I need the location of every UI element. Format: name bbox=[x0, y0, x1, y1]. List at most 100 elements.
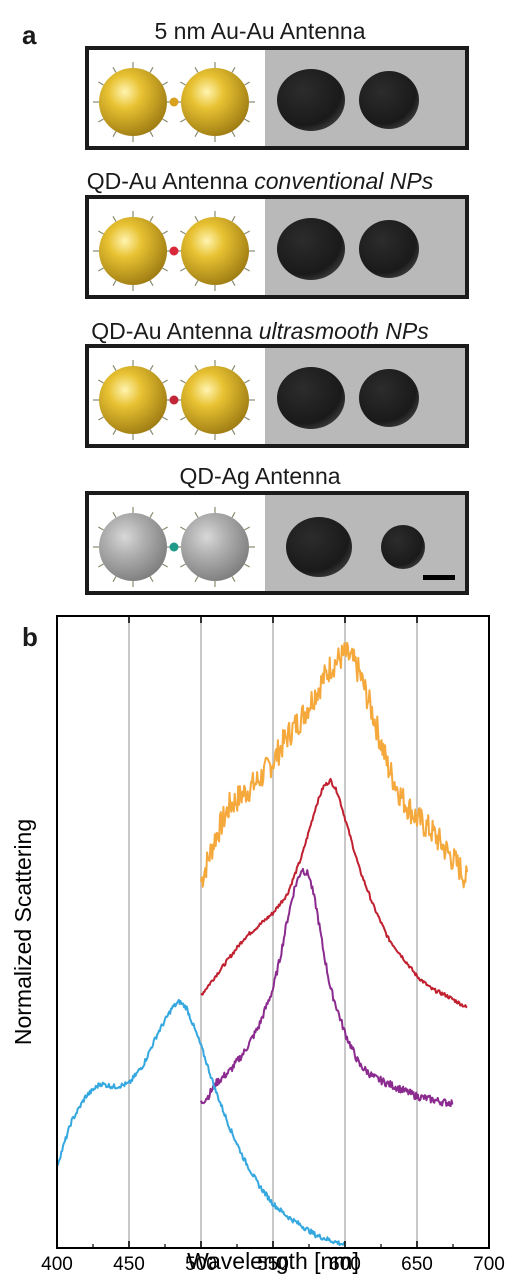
ligand-spike bbox=[244, 230, 250, 235]
ligand-spike bbox=[180, 563, 186, 568]
x-tick-label: 600 bbox=[329, 1254, 361, 1275]
ligand-spike bbox=[180, 81, 186, 86]
scale-bar bbox=[423, 575, 455, 580]
silver-nanoparticle bbox=[181, 513, 249, 581]
ligand-spike bbox=[112, 280, 117, 286]
ligand-spike bbox=[244, 379, 250, 384]
antenna-title-3: QD-Au Antenna ultrasmooth NPs bbox=[0, 318, 520, 345]
ligand-spike bbox=[180, 379, 186, 384]
ligand-spike bbox=[149, 512, 154, 518]
gold-nanoparticle bbox=[99, 217, 167, 285]
antenna-title-text: 5 nm Au-Au Antenna bbox=[154, 18, 366, 44]
ligand-spike bbox=[162, 526, 168, 531]
tem-nanoparticle bbox=[381, 525, 425, 569]
antenna-title-1: 5 nm Au-Au Antenna bbox=[0, 18, 520, 45]
ligand-spike bbox=[162, 563, 168, 568]
antenna-illustration-3 bbox=[89, 348, 465, 444]
antenna-title-emphasis: conventional NPs bbox=[254, 168, 434, 194]
tem-nanoparticle bbox=[286, 517, 352, 577]
ligand-spike bbox=[194, 280, 199, 286]
ligand-spike bbox=[98, 230, 104, 235]
ligand-spike bbox=[194, 131, 199, 137]
x-tick-label: 450 bbox=[113, 1254, 145, 1275]
tem-nanoparticle bbox=[359, 220, 419, 278]
ligand-spike bbox=[112, 429, 117, 435]
quantum-dot-linker bbox=[169, 246, 179, 256]
grid bbox=[128, 616, 418, 1248]
ligand-spike bbox=[180, 118, 186, 123]
ligand-spike bbox=[194, 429, 199, 435]
tem-nanoparticle bbox=[277, 69, 345, 131]
gold-nanoparticle bbox=[181, 366, 249, 434]
antenna-panel-3 bbox=[85, 344, 469, 448]
x-tick-label: 400 bbox=[41, 1254, 73, 1275]
ligand-spike bbox=[194, 216, 199, 222]
ligand-spike bbox=[162, 118, 168, 123]
series-line-2 bbox=[200, 777, 468, 1009]
quantum-dot-linker bbox=[169, 395, 179, 405]
tem-nanoparticle bbox=[277, 367, 345, 429]
ligand-spike bbox=[98, 563, 104, 568]
antenna-panel-4 bbox=[85, 491, 469, 595]
gold-nanoparticle bbox=[181, 68, 249, 136]
antenna-illustration-2 bbox=[89, 199, 465, 295]
ligand-spike bbox=[231, 512, 236, 518]
ligand-spike bbox=[162, 416, 168, 421]
antenna-title-2: QD-Au Antenna conventional NPs bbox=[0, 168, 520, 195]
ligand-spike bbox=[112, 216, 117, 222]
x-tick-label: 650 bbox=[401, 1254, 433, 1275]
ligand-spike bbox=[194, 365, 199, 371]
ligand-spike bbox=[149, 67, 154, 73]
ligand-spike bbox=[112, 67, 117, 73]
ligand-spike bbox=[231, 429, 236, 435]
gold-nanoparticle bbox=[99, 366, 167, 434]
x-tick-label: 550 bbox=[257, 1254, 289, 1275]
ligand-spike bbox=[162, 267, 168, 272]
ligand-spike bbox=[231, 67, 236, 73]
ligand-spike bbox=[180, 416, 186, 421]
ligand-spike bbox=[149, 576, 154, 582]
ligand-spike bbox=[244, 526, 250, 531]
ligand-spike bbox=[98, 118, 104, 123]
ligand-spike bbox=[112, 512, 117, 518]
gold-nanoparticle bbox=[181, 217, 249, 285]
ligand-spike bbox=[98, 416, 104, 421]
ligand-spike bbox=[231, 365, 236, 371]
x-tick-label: 500 bbox=[185, 1254, 217, 1275]
ligand-spike bbox=[231, 216, 236, 222]
gold-nanoparticle bbox=[99, 68, 167, 136]
quantum-dot-linker bbox=[169, 97, 179, 107]
series-line-4 bbox=[56, 998, 346, 1247]
antenna-illustration-4 bbox=[89, 495, 465, 591]
ligand-spike bbox=[244, 267, 250, 272]
x-tick-label: 700 bbox=[473, 1254, 505, 1275]
ligand-spike bbox=[162, 379, 168, 384]
antenna-illustration-1 bbox=[89, 50, 465, 146]
panel-a-letter: a bbox=[22, 20, 37, 50]
x-axis-label: Wavelength [nm] bbox=[187, 1248, 359, 1274]
antenna-title-text: QD-Au Antenna bbox=[91, 318, 259, 344]
ligand-spike bbox=[244, 81, 250, 86]
ligand-spike bbox=[231, 576, 236, 582]
ligand-spike bbox=[112, 365, 117, 371]
ligand-spike bbox=[180, 230, 186, 235]
ligand-spike bbox=[98, 267, 104, 272]
ligand-spike bbox=[194, 67, 199, 73]
antenna-title-4: QD-Ag Antenna bbox=[0, 463, 520, 490]
y-axis-label: Normalized Scattering bbox=[10, 819, 36, 1045]
ligand-spike bbox=[194, 512, 199, 518]
antenna-panel-1 bbox=[85, 46, 469, 150]
antenna-panel-2 bbox=[85, 195, 469, 299]
series-line-1 bbox=[200, 641, 469, 889]
tem-nanoparticle bbox=[359, 71, 419, 129]
ligand-spike bbox=[194, 576, 199, 582]
ligand-spike bbox=[149, 429, 154, 435]
ligand-spike bbox=[112, 131, 117, 137]
tem-nanoparticle bbox=[359, 369, 419, 427]
ligand-spike bbox=[180, 267, 186, 272]
antenna-title-text: QD-Au Antenna bbox=[86, 168, 255, 194]
series-group bbox=[56, 641, 469, 1247]
ligand-spike bbox=[149, 365, 154, 371]
ligand-spike bbox=[98, 81, 104, 86]
panel-b-letter: b bbox=[22, 622, 38, 652]
